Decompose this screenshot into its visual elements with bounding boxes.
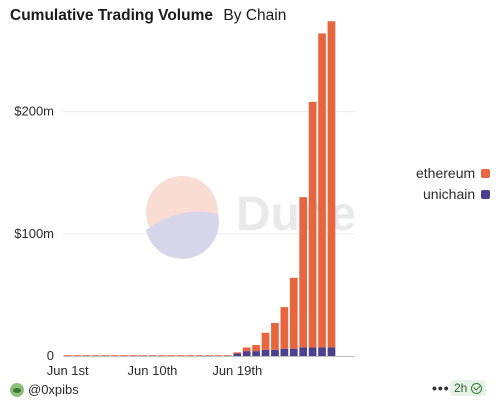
watermark-logo-lower xyxy=(146,211,219,259)
check-circle-icon xyxy=(471,382,483,394)
author-link[interactable]: @0xpibs xyxy=(10,382,79,397)
bar-ethereum[interactable] xyxy=(148,355,157,356)
bar-ethereum[interactable] xyxy=(195,355,204,356)
bars xyxy=(63,21,336,356)
chart-subtitle: By Chain xyxy=(223,7,287,24)
bar-ethereum[interactable] xyxy=(327,21,336,348)
y-tick-label: 0 xyxy=(47,348,54,363)
bar-unichain[interactable] xyxy=(280,348,289,356)
bar-ethereum[interactable] xyxy=(110,355,119,356)
bar-unichain[interactable] xyxy=(289,348,298,356)
bar-ethereum[interactable] xyxy=(92,355,100,356)
bar-unichain[interactable] xyxy=(318,347,326,356)
watermark-text: Dune xyxy=(236,188,356,241)
axes: 0 $100m $200m Jun 1st Jun 10th Jun 19th xyxy=(14,104,355,378)
bar-ethereum[interactable] xyxy=(261,332,270,350)
chart-title: Cumulative Trading Volume xyxy=(10,7,213,24)
footer: @0xpibs ••• 2h xyxy=(0,378,500,403)
bar-ethereum[interactable] xyxy=(139,355,147,356)
refresh-badge[interactable]: 2h xyxy=(450,380,487,396)
bar-ethereum[interactable] xyxy=(176,355,185,356)
legend-swatch-ethereum xyxy=(481,168,491,178)
bar-unichain[interactable] xyxy=(271,349,279,356)
more-options-icon[interactable]: ••• xyxy=(432,380,450,396)
bar-ethereum[interactable] xyxy=(167,355,176,356)
bar-ethereum[interactable] xyxy=(82,355,91,356)
legend: ethereum unichain xyxy=(416,163,491,205)
bar-ethereum[interactable] xyxy=(308,101,317,348)
x-tick-label: Jun 19th xyxy=(212,363,262,378)
bar-ethereum[interactable] xyxy=(242,347,251,352)
bar-unichain[interactable] xyxy=(233,353,242,356)
author-handle: @0xpibs xyxy=(28,382,79,397)
bar-ethereum[interactable] xyxy=(73,355,81,356)
bar-ethereum[interactable] xyxy=(205,355,213,356)
legend-label-unichain: unichain xyxy=(423,186,476,202)
y-tick-label: $200m xyxy=(14,104,54,119)
bar-unichain[interactable] xyxy=(242,351,251,356)
bar-ethereum[interactable] xyxy=(252,345,260,352)
bar-ethereum[interactable] xyxy=(186,355,195,356)
bar-ethereum[interactable] xyxy=(63,355,72,356)
bar-ethereum[interactable] xyxy=(223,355,232,356)
bar-ethereum[interactable] xyxy=(214,355,223,356)
bar-ethereum[interactable] xyxy=(280,307,289,349)
legend-swatch-unichain xyxy=(481,189,491,199)
dune-watermark: Dune xyxy=(146,176,356,259)
bar-ethereum[interactable] xyxy=(271,323,279,350)
chart-header: Cumulative Trading Volume By Chain xyxy=(10,7,286,25)
bar-ethereum[interactable] xyxy=(158,355,166,356)
legend-label-ethereum: ethereum xyxy=(416,165,476,181)
refresh-interval: 2h xyxy=(454,381,468,395)
avatar xyxy=(10,382,24,397)
bar-ethereum[interactable] xyxy=(289,277,298,349)
bar-ethereum[interactable] xyxy=(101,355,110,356)
bar-ethereum[interactable] xyxy=(233,352,242,354)
bar-unichain[interactable] xyxy=(252,351,260,356)
bar-ethereum[interactable] xyxy=(299,197,308,348)
legend-item-ethereum[interactable]: ethereum xyxy=(416,163,491,183)
legend-item-unichain[interactable]: unichain xyxy=(416,184,491,204)
bar-unichain[interactable] xyxy=(261,349,270,356)
bar-unichain[interactable] xyxy=(308,347,317,356)
bar-ethereum[interactable] xyxy=(318,33,326,348)
y-tick-label: $100m xyxy=(14,226,54,241)
bar-ethereum[interactable] xyxy=(120,355,129,356)
bar-unichain[interactable] xyxy=(299,347,308,356)
bar-unichain[interactable] xyxy=(327,347,336,356)
chart-canvas: Dune 0 $100m $200m Jun 1st Jun 10th Jun 19th xyxy=(14,21,356,378)
x-tick-label: Jun 10th xyxy=(128,363,178,378)
x-tick-label: Jun 1st xyxy=(47,363,89,378)
bar-ethereum[interactable] xyxy=(129,355,138,356)
